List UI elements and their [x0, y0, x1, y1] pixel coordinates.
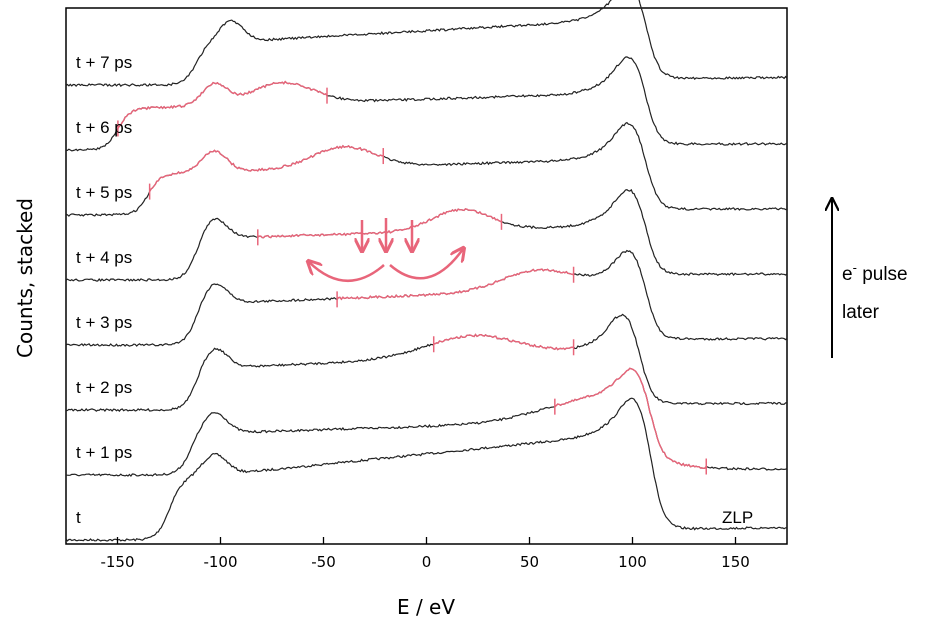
trace-label: t + 3 ps [76, 313, 132, 332]
trace-label-group: t t + 1 ps t + 2 ps t + 3 ps t + 4 ps t + 5 p… [76, 53, 132, 527]
trace-label: t + 2 ps [76, 378, 132, 397]
trace-line [65, 0, 788, 87]
trace-line [65, 121, 788, 217]
x-tick-label: -100 [203, 553, 237, 571]
x-tick-label: 150 [721, 553, 750, 571]
x-axis-title: E / eV [397, 595, 455, 619]
trace-label: t + 1 ps [76, 443, 132, 462]
x-tick-label: -50 [311, 553, 336, 571]
curved-arrow-left [309, 262, 385, 282]
trace-label: t + 6 ps [76, 118, 132, 137]
trace-highlight [148, 144, 384, 192]
trace-line [66, 367, 788, 478]
pulse-label-later: later [842, 302, 880, 323]
pulse-label-rest: pulse [857, 264, 908, 285]
trace-label: t + 7 ps [76, 53, 132, 72]
y-axis-title: Counts, stacked [13, 198, 37, 358]
trace-label: t [76, 508, 81, 527]
x-tick-label: 100 [618, 553, 647, 571]
trace-line [65, 313, 788, 412]
x-tick-label: -150 [100, 553, 134, 571]
trace-label: t + 5 ps [76, 183, 132, 202]
trace-highlight [554, 367, 707, 470]
x-tick-label: 0 [422, 553, 432, 571]
pulse-label-sup: - [853, 260, 857, 275]
x-tick-label: 50 [520, 553, 539, 571]
curved-arrow-right [389, 249, 463, 280]
trace-line [65, 249, 788, 347]
trace-highlight [257, 208, 502, 239]
trace-line [65, 397, 788, 542]
x-tick-group: -150 -100 -50 0 50 100 150 [100, 537, 750, 571]
trace-highlight [336, 268, 574, 301]
shift-annotation [309, 218, 463, 282]
svg-text:e- pulse: e- pulse [842, 260, 908, 285]
zlp-label: ZLP [722, 508, 753, 527]
trace-line [66, 56, 788, 152]
trace-line [65, 188, 788, 282]
trace-highlight [117, 80, 328, 129]
trace-highlight [433, 333, 574, 351]
pulse-label-e: e [842, 264, 853, 285]
trace-label: t + 4 ps [76, 248, 132, 267]
trace-group [65, 0, 788, 542]
pulse-later-annotation: e- pulse later [832, 200, 908, 358]
